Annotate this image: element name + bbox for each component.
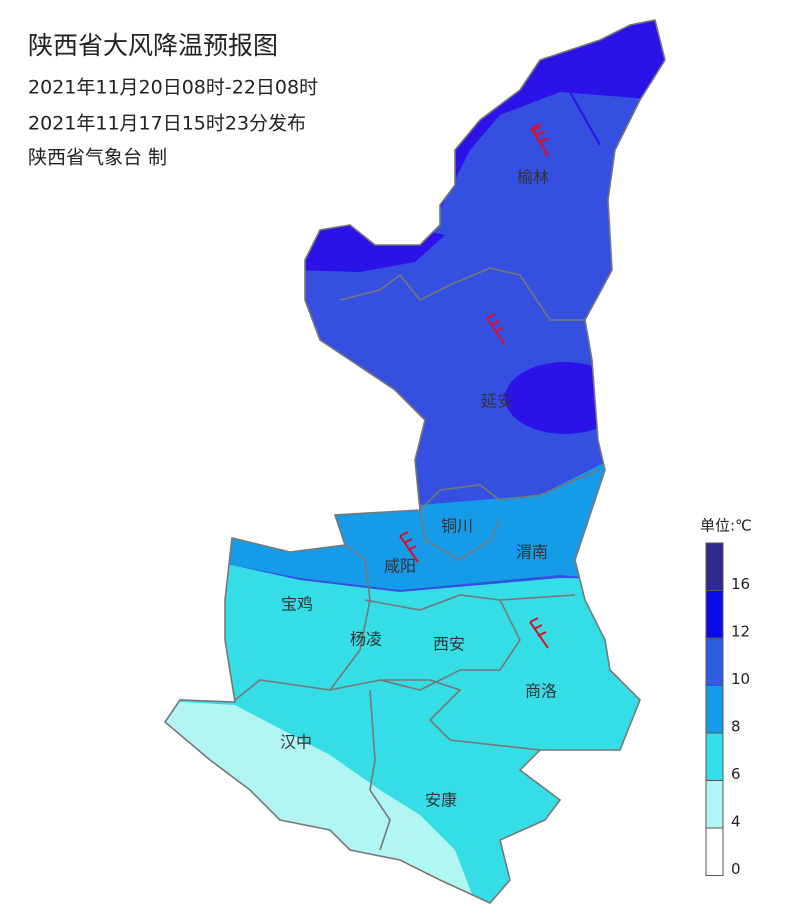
city-label: 铜川 (441, 517, 473, 536)
legend-swatch (705, 637, 724, 686)
title: 陕西省大风降温预报图 (28, 31, 278, 60)
city-label: 安康 (425, 791, 457, 810)
city-label: 咸阳 (384, 557, 416, 576)
city-label: 宝鸡 (281, 595, 313, 614)
city-label: 渭南 (516, 543, 548, 562)
wind-barbs (399, 123, 550, 649)
legend-swatch (705, 732, 724, 781)
legend-label: 16 (731, 575, 750, 593)
legend-swatch (705, 590, 724, 639)
legend-unit: 单位:℃ (700, 517, 752, 535)
city-label: 商洛 (525, 682, 557, 701)
city-label: 延安 (481, 392, 513, 411)
issuer: 陕西省气象台 制 (28, 147, 167, 169)
legend-swatch (705, 685, 724, 734)
legend-swatch (705, 827, 724, 876)
city-label: 杨凌 (350, 630, 382, 649)
legend-label: 4 (731, 813, 741, 831)
legend-label: 0 (731, 860, 741, 878)
city-label: 西安 (433, 635, 465, 654)
legend-swatch (705, 542, 724, 591)
city-label: 榆林 (517, 168, 549, 187)
legend-label: 12 (731, 623, 750, 641)
borders (163, 19, 666, 904)
legend-swatch (705, 780, 724, 829)
legend-label: 8 (731, 718, 741, 736)
period: 2021年11月20日08时-22日08时 (28, 77, 318, 99)
issued: 2021年11月17日15时23分发布 (28, 113, 306, 135)
city-label: 汉中 (280, 733, 312, 752)
legend-label: 10 (731, 670, 750, 688)
legend-label: 6 (731, 765, 741, 783)
